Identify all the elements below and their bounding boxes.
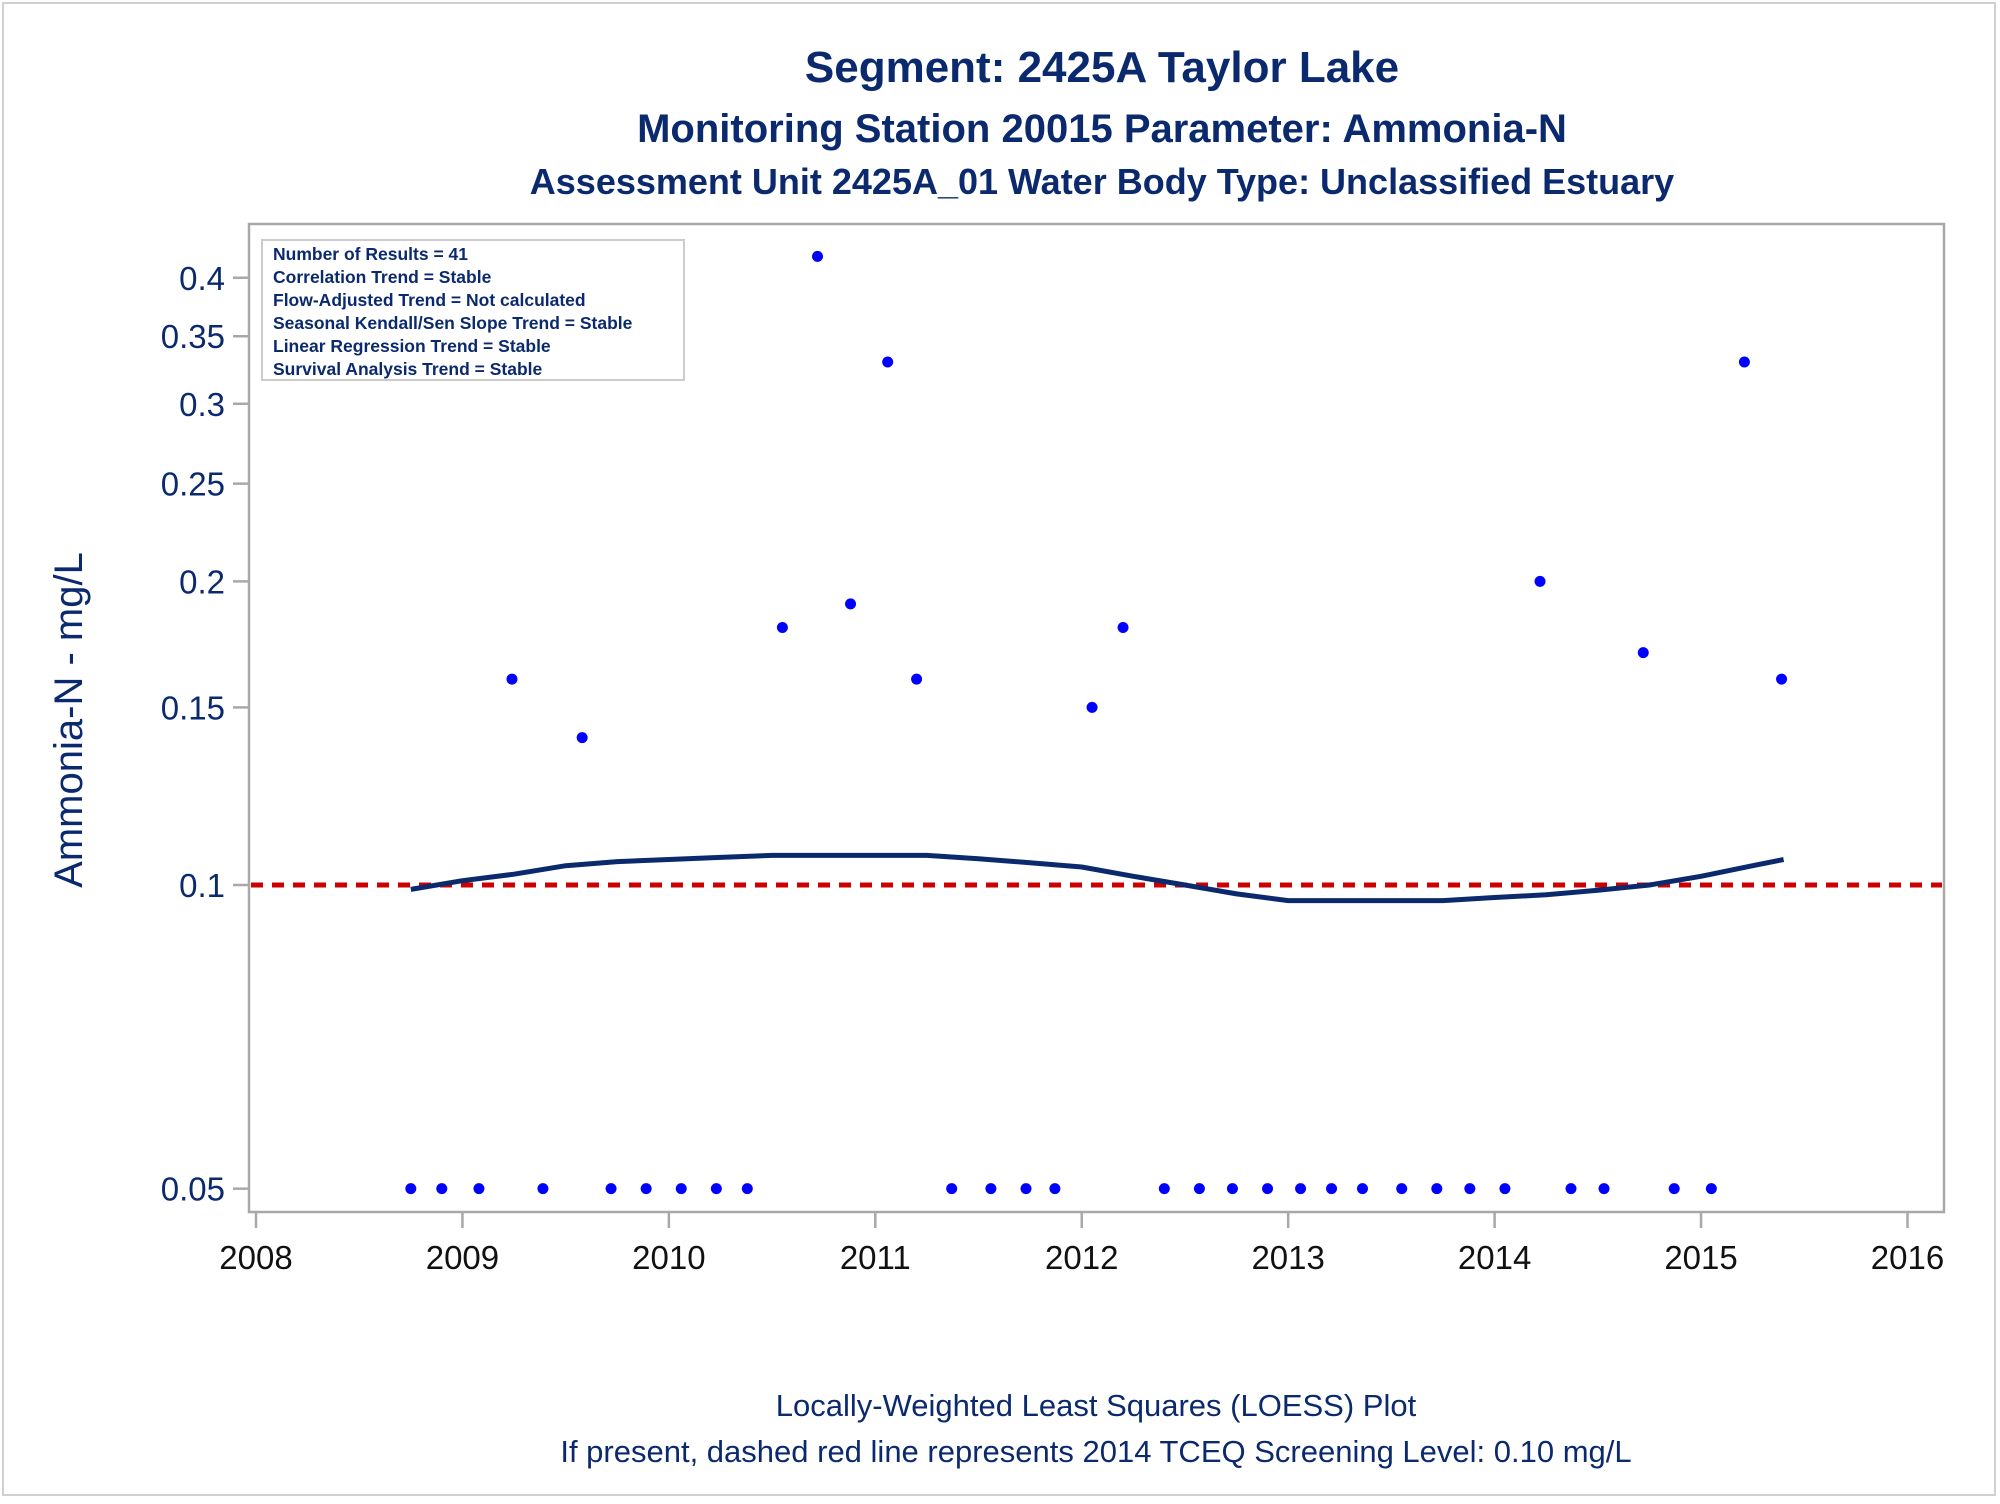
data-point	[710, 1183, 722, 1195]
data-point	[1431, 1183, 1443, 1195]
data-point	[1637, 647, 1649, 659]
data-point	[1020, 1183, 1032, 1195]
stats-legend-line: Survival Analysis Trend = Stable	[273, 359, 543, 379]
x-tick-label: 2015	[1664, 1239, 1737, 1276]
data-point	[1396, 1183, 1408, 1195]
y-tick-label: 0.4	[179, 260, 225, 297]
data-point	[1295, 1183, 1307, 1195]
x-axis: 2008 2009 2010 2011 2012 2013 2014 2015 2016	[219, 1212, 1944, 1276]
stats-legend-frame	[261, 239, 685, 381]
footer-loess-note: Locally-Weighted Least Squares (LOESS) P…	[776, 1388, 1417, 1423]
data-point	[776, 622, 788, 634]
y-tick-label: 0.1	[179, 867, 225, 904]
stats-legend-line: Linear Regression Trend = Stable	[273, 336, 551, 356]
data-point	[436, 1183, 448, 1195]
data-point	[1158, 1183, 1170, 1195]
data-points	[405, 250, 1788, 1195]
data-point	[473, 1183, 485, 1195]
x-tick-label: 2010	[632, 1239, 705, 1276]
stats-legend-box: Number of Results = 41 Correlation Trend …	[261, 239, 685, 381]
y-tick-label: 0.2	[179, 563, 225, 600]
data-point	[605, 1183, 617, 1195]
y-tick-label: 0.25	[161, 466, 225, 503]
data-point	[1086, 701, 1098, 713]
chart-subtitle-2: Assessment Unit 2425A_01 Water Body Type…	[530, 161, 1674, 202]
data-point	[845, 598, 857, 610]
chart-subtitle: Monitoring Station 20015 Parameter: Ammo…	[637, 107, 1567, 151]
stats-legend-line: Flow-Adjusted Trend = Not calculated	[273, 290, 586, 310]
stats-legend-line: Correlation Trend = Stable	[273, 267, 492, 287]
loess-curve	[410, 852, 1785, 904]
y-tick-label: 0.3	[179, 386, 225, 423]
data-point	[812, 250, 824, 262]
data-point	[506, 673, 518, 685]
data-point	[675, 1183, 687, 1195]
data-point	[1705, 1183, 1717, 1195]
data-point	[537, 1183, 549, 1195]
data-point	[1262, 1183, 1274, 1195]
y-tick-label: 0.05	[161, 1171, 225, 1208]
data-point	[640, 1183, 652, 1195]
data-point	[1499, 1183, 1511, 1195]
x-tick-label: 2009	[426, 1239, 499, 1276]
data-point	[1738, 356, 1750, 368]
data-point	[985, 1183, 997, 1195]
stats-legend-line: Seasonal Kendall/Sen Slope Trend = Stabl…	[273, 313, 633, 333]
data-point	[405, 1183, 417, 1195]
x-tick-label: 2012	[1045, 1239, 1118, 1276]
data-point	[946, 1183, 958, 1195]
data-point	[1534, 575, 1546, 587]
x-tick-label: 2011	[840, 1239, 911, 1276]
data-point	[1226, 1183, 1238, 1195]
x-tick-label: 2008	[219, 1239, 292, 1276]
data-point	[1598, 1183, 1610, 1195]
y-tick-label: 0.15	[161, 689, 225, 726]
data-point	[882, 356, 894, 368]
x-tick-label: 2014	[1458, 1239, 1531, 1276]
data-point	[911, 673, 923, 685]
data-point	[1565, 1183, 1577, 1195]
data-point	[1193, 1183, 1205, 1195]
y-axis: 0.05 0.1 0.15 0.2 0.25 0.3 0.35 0.4	[161, 260, 249, 1208]
loess-line	[410, 852, 1785, 904]
footer-screening-note: If present, dashed red line represents 2…	[560, 1434, 1631, 1469]
x-tick-label: 2016	[1871, 1239, 1944, 1276]
chart-title: Segment: 2425A Taylor Lake	[805, 43, 1399, 92]
plot-area	[247, 222, 1946, 1214]
y-axis-label: Ammonia-N - mg/L	[47, 552, 91, 888]
data-point	[741, 1183, 753, 1195]
data-point	[1776, 673, 1788, 685]
data-point	[1117, 622, 1129, 634]
data-point	[1356, 1183, 1368, 1195]
data-point	[1049, 1183, 1061, 1195]
stats-legend-line: Number of Results = 41	[273, 244, 468, 264]
y-tick-label: 0.35	[161, 318, 225, 355]
data-point	[1668, 1183, 1680, 1195]
data-point	[1326, 1183, 1338, 1195]
data-point	[1464, 1183, 1476, 1195]
chart-svg: Segment: 2425A Taylor Lake Monitoring St…	[47, 43, 1946, 1469]
x-tick-label: 2013	[1251, 1239, 1324, 1276]
data-point	[576, 732, 588, 744]
